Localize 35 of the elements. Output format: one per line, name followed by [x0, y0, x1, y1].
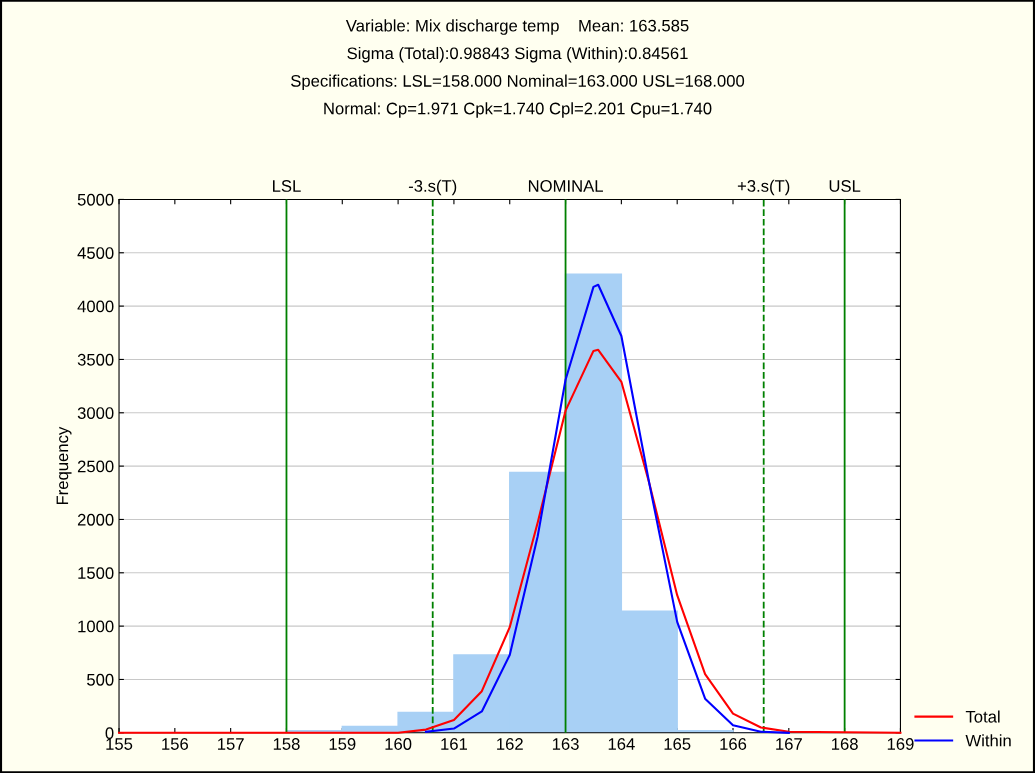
x-tick-label: 169 [887, 738, 914, 750]
x-tick-label: 167 [776, 738, 802, 750]
y-tick-label: 3000 [77, 407, 114, 419]
y-tick-label: 4000 [77, 300, 114, 313]
x-tick-label: 160 [385, 738, 412, 750]
y-axis-title: Frequency [56, 426, 72, 505]
chart-title: Variable: Mix discharge temp Mean: 163.585 Sigma (Total):0.98843 Sigma (Within):0.84561 Specifications: LSL=158.000 Nominal=163.000 USL=168.000 Normal: Cp=1.971 Cpk=1.740 Cpl=2.201 Cpu=1.740 [291, 19, 745, 118]
x-tick-label: 162 [497, 738, 523, 750]
x-tick-label: 165 [664, 738, 691, 750]
y-tick-label: 1000 [78, 620, 114, 633]
y-tick-label: 4500 [77, 247, 114, 259]
x-tick-label: 159 [329, 738, 356, 750]
ref-line-label: LSL [273, 180, 301, 192]
ref-line-label: +3.s(T) [737, 179, 790, 196]
y-tick-label: 0 [105, 727, 114, 740]
ref-line-label: NOMINAL [528, 180, 603, 192]
x-tick-label: 156 [162, 738, 189, 750]
ref-line-label: -3.s(T) [408, 179, 457, 196]
x-tick-label: 155 [106, 738, 133, 750]
y-tick-label: 5000 [77, 193, 114, 206]
x-tick-label: 164 [608, 738, 635, 750]
y-tick-label: 2500 [77, 460, 114, 473]
x-tick-label: 168 [832, 738, 858, 750]
y-tick-label: 500 [87, 673, 114, 686]
x-tick-label: 163 [552, 738, 579, 750]
x-tick-label: 157 [218, 738, 244, 750]
x-tick-label: 158 [273, 738, 300, 750]
y-tick-label: 3500 [77, 353, 114, 366]
ref-line-label: USL [829, 180, 861, 192]
y-tick-label: 2000 [77, 513, 114, 526]
x-tick-label: 161 [441, 738, 468, 750]
legend-label: Total [965, 710, 1000, 723]
y-tick-label: 1500 [78, 567, 114, 579]
x-tick-label: 166 [720, 738, 747, 750]
legend-label: Within [965, 734, 1011, 747]
